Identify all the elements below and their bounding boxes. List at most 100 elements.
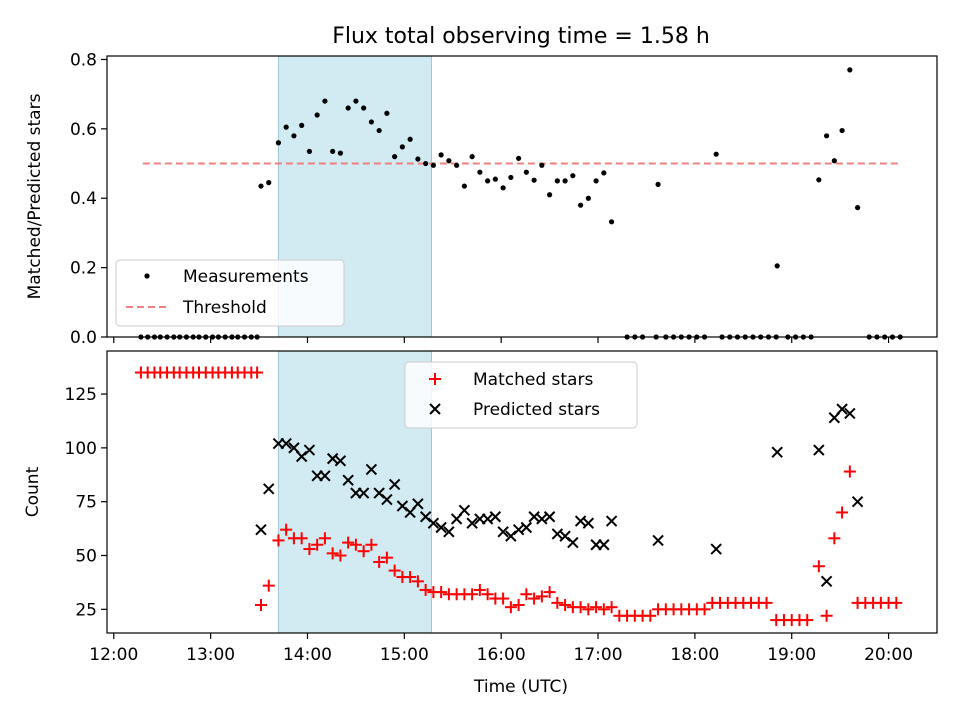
- measurement-point: [258, 183, 264, 189]
- predicted-star-point: [319, 470, 331, 482]
- measurement-point: [500, 185, 506, 191]
- measurement-point: [531, 177, 537, 183]
- measurement-point: [392, 154, 398, 160]
- legend-measurements-marker: [144, 273, 150, 279]
- matched-star-point: [590, 601, 603, 614]
- bottom-x-ticks: 12:00 13:00 14:00 15:00 16:00 17:00 18:00 19:00…: [89, 633, 913, 665]
- measurement-point: [275, 140, 282, 146]
- predicted-star-point: [280, 437, 292, 450]
- measurement-point: [430, 162, 436, 168]
- matched-star-point: [597, 603, 610, 616]
- matched-star-point: [836, 506, 849, 519]
- measurement-point: [823, 133, 830, 139]
- matched-star-point: [481, 588, 494, 601]
- matched-star-point: [574, 601, 587, 614]
- matched-star-point: [280, 523, 293, 536]
- measurement-point: [539, 162, 545, 168]
- y-tick-label: 125: [65, 385, 97, 405]
- measurement-point: [554, 178, 560, 184]
- bottom-panel: 25 50 75 100 125 12:00 13:00 14:00 15:00 16:00 17…: [23, 350, 938, 697]
- measurement-point: [839, 127, 845, 134]
- top-x-ticks: [113, 337, 890, 343]
- predicted-star-point: [263, 483, 275, 495]
- matched-star-point: [349, 538, 362, 551]
- measurement-point: [774, 263, 780, 269]
- y-tick-label: 50: [75, 547, 97, 567]
- measurement-point: [847, 67, 853, 73]
- matched-star-point: [466, 588, 479, 601]
- x-tick-label: 18:00: [670, 645, 719, 665]
- matched-star-point: [435, 586, 448, 599]
- predicted-star-point: [844, 407, 856, 420]
- y-tick-label: 0.6: [70, 120, 97, 140]
- matched-star-point: [504, 601, 517, 614]
- measurement-point: [585, 195, 591, 201]
- y-tick-label: 25: [75, 600, 97, 620]
- y-tick-label: 0.4: [70, 189, 97, 209]
- matched-star-point: [473, 583, 486, 596]
- measurement-point: [353, 98, 359, 104]
- matched-star-point: [644, 609, 657, 622]
- matched-star-point: [760, 596, 773, 609]
- predicted-star-point: [820, 575, 833, 588]
- x-tick-label: 12:00: [89, 645, 138, 665]
- bottom-y-ticks: 25 50 75 100 125: [65, 385, 107, 620]
- x-tick-label: 20:00: [864, 645, 913, 665]
- measurement-point: [461, 183, 467, 189]
- matched-star-point: [311, 538, 324, 551]
- y-tick-label: 100: [65, 439, 97, 459]
- measurement-point: [601, 170, 607, 176]
- predicted-star-point: [443, 526, 455, 538]
- measurement-point: [368, 119, 374, 125]
- matched-star-point: [419, 583, 432, 596]
- measurement-point: [593, 178, 599, 184]
- matched-star-point: [254, 599, 267, 612]
- measurement-point: [266, 180, 272, 186]
- matched-star-point: [318, 532, 331, 545]
- predicted-star-point: [605, 515, 618, 527]
- measurement-point: [508, 174, 514, 181]
- y-tick-label: 0.0: [70, 328, 97, 348]
- legend-measurements-label: Measurements: [183, 267, 309, 287]
- measurement-point: [831, 158, 837, 164]
- matched-star-point: [388, 564, 401, 577]
- predicted-star-point: [365, 463, 378, 476]
- matched-star-point: [828, 532, 841, 545]
- measurement-point: [854, 205, 861, 211]
- matched-star-point: [512, 599, 525, 612]
- predicted-star-point: [489, 511, 502, 523]
- measurement-point: [376, 127, 382, 134]
- predicted-star-point: [334, 455, 347, 467]
- chart-title: Flux total observing time = 1.58 h: [332, 24, 710, 49]
- top-points: [138, 67, 903, 340]
- measurement-point: [337, 150, 344, 156]
- top-y-axis-label: Matched/Predicted stars: [25, 93, 45, 299]
- matched-star-point: [373, 555, 386, 568]
- matched-star-point: [528, 592, 541, 605]
- measurement-point: [655, 181, 661, 187]
- measurement-point: [330, 148, 336, 155]
- predicted-star-point: [303, 444, 316, 456]
- predicted-star-point: [357, 487, 370, 499]
- predicted-star-point: [771, 446, 783, 458]
- measurement-point: [570, 173, 576, 179]
- top-legend: Measurements Threshold: [115, 259, 345, 327]
- bottom-y-axis-label: Count: [23, 466, 43, 517]
- legend-matched-label: Matched stars: [473, 370, 593, 390]
- measurement-point: [423, 160, 429, 167]
- predicted-star-point: [520, 521, 533, 534]
- x-tick-label: 16:00: [477, 645, 526, 665]
- measurement-point: [438, 152, 444, 158]
- measurement-point: [322, 98, 328, 104]
- predicted-star-point: [412, 498, 424, 510]
- measurement-point: [492, 176, 498, 182]
- predicted-star-point: [342, 474, 354, 486]
- measurement-point: [608, 219, 615, 225]
- predicted-star-point: [543, 511, 556, 523]
- matched-star-point: [890, 596, 903, 609]
- matched-star-point: [295, 532, 308, 545]
- matched-star-point: [801, 614, 814, 627]
- measurement-point: [523, 169, 529, 175]
- top-plot-frame: [106, 55, 938, 338]
